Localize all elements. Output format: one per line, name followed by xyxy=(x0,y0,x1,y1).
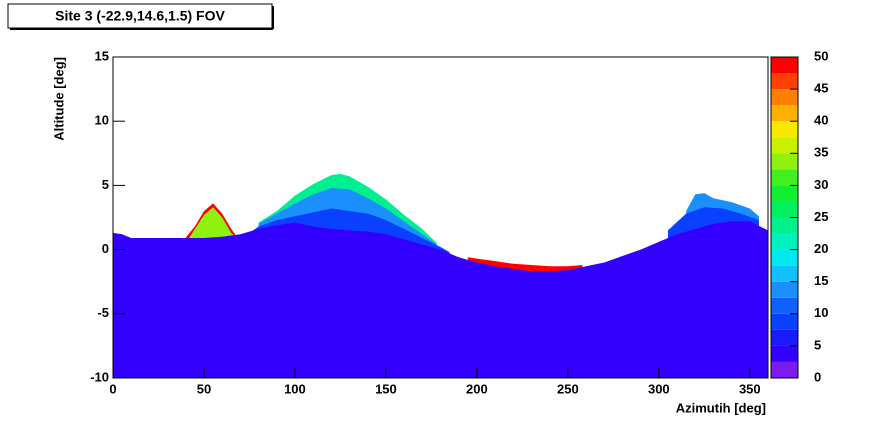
x-tick-label: 200 xyxy=(466,381,488,396)
color-bar-cell xyxy=(771,281,798,298)
z-tick-label: 5 xyxy=(814,337,821,352)
y-tick-label: 5 xyxy=(102,177,109,192)
x-tick-label: 350 xyxy=(739,381,761,396)
color-bar-cell xyxy=(771,249,798,266)
color-bar-cell xyxy=(771,297,798,314)
color-bar-cell xyxy=(771,185,798,202)
color-bar-cell xyxy=(771,201,798,218)
color-bar-cell xyxy=(771,233,798,250)
x-tick-label: 250 xyxy=(557,381,579,396)
color-bar-cell xyxy=(771,137,798,154)
z-tick-label: 15 xyxy=(814,273,828,288)
title-box xyxy=(7,3,273,29)
y-tick-label: 10 xyxy=(95,113,109,128)
plot-frame xyxy=(112,56,769,379)
fov-region xyxy=(113,221,768,378)
y-tick-label: -5 xyxy=(97,305,109,320)
chart-title: Site 3 (-22.9,14.6,1.5) FOV xyxy=(55,8,225,24)
z-tick-label: 10 xyxy=(814,305,828,320)
color-bar-cell xyxy=(771,345,798,362)
x-tick-label: 0 xyxy=(109,381,116,396)
color-bar-cell xyxy=(771,89,798,106)
color-bar-cell xyxy=(771,153,798,170)
z-tick-label: 40 xyxy=(814,113,828,128)
color-bar-cell xyxy=(771,329,798,346)
x-tick-label: 300 xyxy=(648,381,670,396)
y-tick-label: 0 xyxy=(102,241,109,256)
z-tick-label: 0 xyxy=(814,369,821,384)
x-tick-label: 100 xyxy=(284,381,306,396)
z-tick-label: 30 xyxy=(814,177,828,192)
y-tick-label: -10 xyxy=(90,369,109,384)
color-bar-cell xyxy=(771,105,798,122)
color-bar-cell xyxy=(771,361,798,378)
color-bar-cell xyxy=(771,169,798,186)
y-tick-label: 15 xyxy=(95,48,109,63)
color-bar-cell xyxy=(771,265,798,282)
color-bar-cell xyxy=(771,73,798,90)
y-axis-label: Altitude [deg] xyxy=(51,57,66,141)
z-tick-label: 20 xyxy=(814,241,828,256)
color-bar-cell xyxy=(771,57,798,74)
z-tick-label: 45 xyxy=(814,81,828,96)
z-tick-label: 50 xyxy=(814,48,828,63)
color-bar-cell xyxy=(771,313,798,330)
x-axis-label: Azimutih [deg] xyxy=(676,400,766,415)
x-tick-label: 50 xyxy=(197,381,211,396)
z-tick-label: 25 xyxy=(814,209,828,224)
color-bar-cell xyxy=(771,217,798,234)
x-tick-label: 150 xyxy=(375,381,397,396)
color-bar-cell xyxy=(771,121,798,138)
z-tick-label: 35 xyxy=(814,145,828,160)
